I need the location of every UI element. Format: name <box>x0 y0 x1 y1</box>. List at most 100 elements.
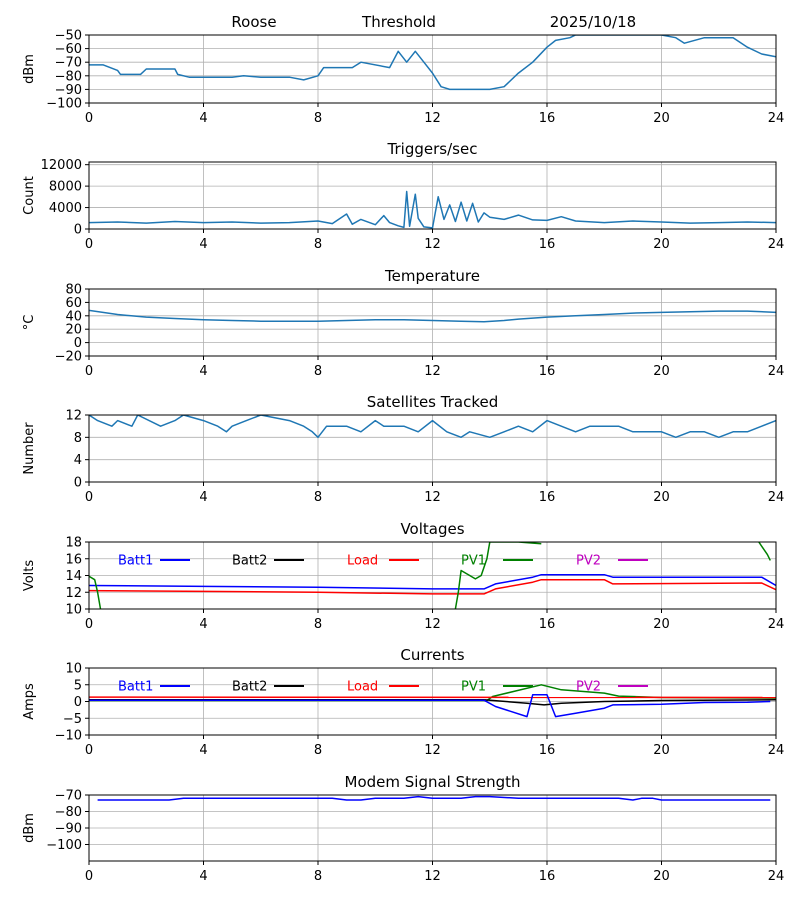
temperature-ytick-label: 0 <box>74 336 82 351</box>
currents-legend-label-pv1: PV1 <box>461 680 486 695</box>
satellites-xtick-label: 12 <box>424 490 441 505</box>
voltages-xtick-label: 16 <box>539 617 556 632</box>
temperature-ytick-label: 40 <box>65 309 82 324</box>
satellites-xtick-label: 16 <box>539 490 556 505</box>
voltages-title: Voltages <box>400 520 464 538</box>
voltages-legend-label-pv2: PV2 <box>576 554 601 569</box>
modem-ytick-label: −90 <box>55 822 82 837</box>
voltages-ytick-label: 16 <box>65 552 82 567</box>
currents-ytick-label: 0 <box>74 695 82 710</box>
satellites-xtick-label: 4 <box>199 490 207 505</box>
modem-ytick-label: −80 <box>55 805 82 820</box>
currents-ytick-label: −5 <box>63 712 82 727</box>
temperature-title: Temperature <box>384 267 480 285</box>
satellites-ylabel: Number <box>22 422 37 475</box>
threshold-ytick-label: −60 <box>55 42 82 57</box>
voltages-legend-label-pv1: PV1 <box>461 554 486 569</box>
voltages-xtick-label: 4 <box>199 617 207 632</box>
threshold-ytick-label: −100 <box>46 97 82 112</box>
triggers-ytick-label: 12000 <box>41 158 82 173</box>
voltages-xtick-label: 24 <box>768 617 785 632</box>
temperature-xtick-label: 4 <box>199 364 207 379</box>
triggers-xtick-label: 24 <box>768 237 785 252</box>
threshold-xtick-label: 8 <box>314 111 322 126</box>
satellites-xtick-label: 8 <box>314 490 322 505</box>
currents-xtick-label: 12 <box>424 743 441 758</box>
temperature-ytick-label: 80 <box>65 283 82 298</box>
triggers-xtick-label: 12 <box>424 237 441 252</box>
voltages-legend-label-load: Load <box>347 554 378 569</box>
currents-legend-label-batt1: Batt1 <box>118 680 153 695</box>
voltages-ytick-label: 14 <box>65 569 82 584</box>
modem-xtick-label: 0 <box>85 869 93 884</box>
modem-ytick-label: −100 <box>46 838 82 853</box>
voltages-series-load <box>89 578 776 595</box>
modem-ytick-label: −70 <box>55 789 82 804</box>
triggers-xtick-label: 4 <box>199 237 207 252</box>
temperature-xtick-label: 8 <box>314 364 322 379</box>
currents-ylabel: Amps <box>22 683 37 720</box>
currents-legend-label-load: Load <box>347 680 378 695</box>
currents-xtick-label: 16 <box>539 743 556 758</box>
currents-xtick-label: 0 <box>85 743 93 758</box>
triggers-ytick-label: 4000 <box>49 201 82 216</box>
voltages-xtick-label: 0 <box>85 617 93 632</box>
temperature-xtick-label: 24 <box>768 364 785 379</box>
voltages-legend-label-batt2: Batt2 <box>232 554 267 569</box>
currents-title: Currents <box>400 646 464 664</box>
currents-xtick-label: 4 <box>199 743 207 758</box>
voltages-series-batt1 <box>89 573 776 590</box>
temperature-series-temperature <box>89 309 776 323</box>
threshold-ylabel: dBm <box>22 54 37 84</box>
threshold-ytick-label: −80 <box>55 69 82 84</box>
triggers-xtick-label: 8 <box>314 237 322 252</box>
modem-xtick-label: 16 <box>539 869 556 884</box>
temperature-ylabel: °C <box>22 315 37 331</box>
currents-series-batt1 <box>89 694 771 718</box>
modem-ylabel: dBm <box>22 813 37 843</box>
voltages-xtick-label: 8 <box>314 617 322 632</box>
currents-ytick-label: 5 <box>74 678 82 693</box>
temperature-ytick-label: −20 <box>55 350 82 365</box>
satellites-xtick-label: 20 <box>653 490 670 505</box>
triggers-xtick-label: 20 <box>653 237 670 252</box>
threshold-xtick-label: 12 <box>424 111 441 126</box>
triggers-title: Triggers/sec <box>387 140 478 158</box>
threshold-xtick-label: 24 <box>768 111 785 126</box>
satellites-series-satellites <box>89 415 776 439</box>
currents-xtick-label: 20 <box>653 743 670 758</box>
triggers-xtick-label: 0 <box>85 237 93 252</box>
currents-series-batt2 <box>89 699 776 706</box>
voltages-ytick-label: 10 <box>65 603 82 618</box>
modem-xtick-label: 8 <box>314 869 322 884</box>
voltages-ytick-label: 12 <box>65 586 82 601</box>
modem-xtick-label: 12 <box>424 869 441 884</box>
header-date: 2025/10/18 <box>550 13 636 31</box>
triggers-ytick-label: 8000 <box>49 180 82 195</box>
voltages-series-pv1 <box>758 542 771 561</box>
voltages-xtick-label: 20 <box>653 617 670 632</box>
threshold-xtick-label: 20 <box>653 111 670 126</box>
satellites-xtick-label: 0 <box>85 490 93 505</box>
threshold-xtick-label: 0 <box>85 111 93 126</box>
voltages-xtick-label: 12 <box>424 617 441 632</box>
voltages-legend-label-batt1: Batt1 <box>118 554 153 569</box>
satellites-ytick-label: 12 <box>65 409 82 424</box>
temperature-ytick-label: 20 <box>65 323 82 338</box>
voltages-ytick-label: 18 <box>65 536 82 551</box>
temperature-xtick-label: 16 <box>539 364 556 379</box>
threshold-series-threshold <box>89 35 776 91</box>
temperature-ytick-label: 60 <box>65 296 82 311</box>
modem-xtick-label: 20 <box>653 869 670 884</box>
triggers-series-triggers <box>89 190 776 229</box>
currents-ytick-label: −10 <box>55 729 82 744</box>
threshold-ytick-label: −90 <box>55 83 82 98</box>
modem-xtick-label: 4 <box>199 869 207 884</box>
triggers-ytick-label: 0 <box>74 223 82 238</box>
voltages-ylabel: Volts <box>22 560 37 592</box>
currents-xtick-label: 24 <box>768 743 785 758</box>
threshold-ytick-label: −70 <box>55 56 82 71</box>
triggers-ylabel: Count <box>22 176 37 215</box>
temperature-xtick-label: 20 <box>653 364 670 379</box>
threshold-ytick-label: −50 <box>55 29 82 44</box>
